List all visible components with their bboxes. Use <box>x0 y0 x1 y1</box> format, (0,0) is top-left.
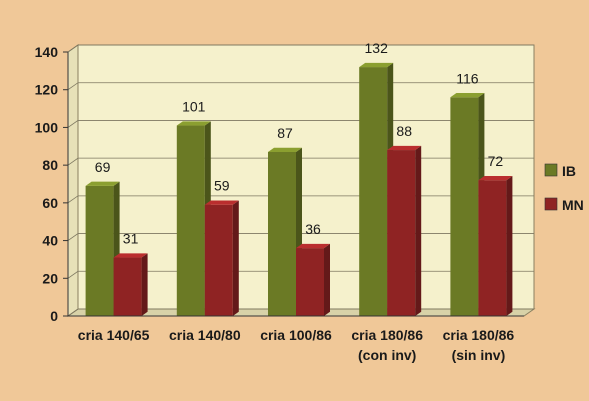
y-tick-label: 20 <box>42 270 58 286</box>
y-axis: 0 20 40 60 80 100 120 140 <box>35 44 69 324</box>
bar-MN-1 <box>204 200 239 316</box>
x-tick-label-line: (con inv) <box>358 347 416 363</box>
plot-side-wall <box>67 44 79 317</box>
bar-front <box>268 151 296 316</box>
legend: IB MN <box>544 163 584 213</box>
y-tick-label: 140 <box>35 44 59 60</box>
bar-front <box>113 257 142 316</box>
bar-front <box>296 248 324 316</box>
bar-top <box>359 62 394 68</box>
bar-front <box>85 185 114 316</box>
x-tick-label-line: cria 140/65 <box>78 327 150 343</box>
x-tick-label: cria 180/86 (sin inv) <box>443 327 515 363</box>
bar-top <box>85 181 120 186</box>
y-tick-label: 40 <box>42 233 58 249</box>
bar-front <box>450 97 479 316</box>
x-tick-label: cria 100/86 <box>260 327 332 343</box>
x-tick-label: cria 180/86 (con inv) <box>351 327 423 363</box>
bar-top <box>268 147 302 152</box>
legend-swatch-MN <box>544 197 558 211</box>
x-tick-label-line: cria 100/86 <box>260 327 332 343</box>
y-tick-label: 0 <box>50 308 58 324</box>
bar-top <box>296 243 330 249</box>
data-labels: 69 31 101 59 87 36 132 88 116 72 <box>95 40 504 246</box>
data-label-IB-3: 132 <box>365 40 389 56</box>
bar-front <box>359 67 388 316</box>
data-label-IB-4: 116 <box>456 70 479 86</box>
data-label-MN-0: 31 <box>123 231 139 247</box>
data-label-IB-1: 101 <box>182 99 206 115</box>
gridline <box>67 44 534 53</box>
bar-front <box>176 125 205 317</box>
data-label-MN-1: 59 <box>214 178 230 194</box>
bar-front <box>387 150 416 316</box>
legend-label-MN: MN <box>562 197 584 213</box>
bar-front <box>204 204 233 316</box>
bar-MN-2 <box>296 243 330 316</box>
bar-MN-3 <box>387 145 422 316</box>
x-tick-label-line: cria 140/80 <box>169 327 241 343</box>
legend-label-IB: IB <box>562 163 576 179</box>
bar-top <box>113 253 148 258</box>
bar-MN-0 <box>113 253 148 316</box>
data-label-MN-3: 88 <box>396 123 412 139</box>
x-tick-label-line: cria 180/86 <box>443 327 515 343</box>
x-tick-label: cria 140/65 <box>78 327 150 343</box>
bar-side <box>141 253 148 316</box>
data-label-IB-2: 87 <box>277 125 293 141</box>
y-tick-label: 120 <box>35 82 59 98</box>
bar-side <box>232 200 239 316</box>
data-label-MN-4: 72 <box>488 153 504 169</box>
bar-side <box>415 145 422 316</box>
bar-top <box>387 145 422 151</box>
bar-top <box>478 176 513 181</box>
bar-MN-4 <box>478 176 513 316</box>
data-label-IB-0: 69 <box>95 159 111 175</box>
bar-top <box>176 121 211 126</box>
data-label-MN-2: 36 <box>305 221 321 237</box>
y-tick-label: 60 <box>42 195 58 211</box>
y-tick-label: 100 <box>35 119 59 135</box>
y-tick-label: 80 <box>42 157 58 173</box>
x-tick-label-line: cria 180/86 <box>351 327 423 343</box>
x-axis: cria 140/65 cria 140/80 cria 100/86 cria 18… <box>68 315 524 363</box>
bar-top <box>204 200 239 205</box>
bar-IB-1 <box>176 121 211 317</box>
bars <box>85 62 513 317</box>
bar-side <box>324 243 330 316</box>
x-tick-label-line: (sin inv) <box>452 347 506 363</box>
x-tick-label: cria 140/80 <box>169 327 241 343</box>
bar-front <box>478 180 507 316</box>
bar-IB-0 <box>85 181 120 316</box>
bar-side <box>506 176 513 316</box>
bar-top <box>450 93 485 98</box>
legend-swatch-IB <box>544 163 558 177</box>
